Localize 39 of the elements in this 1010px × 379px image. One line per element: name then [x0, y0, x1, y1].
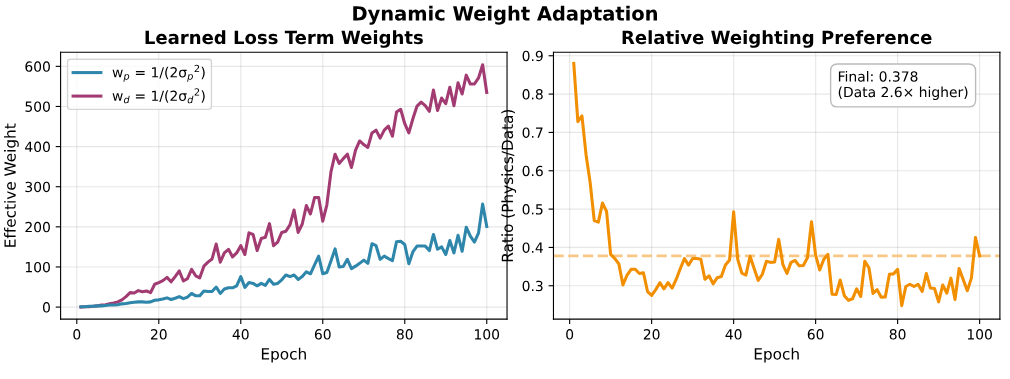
x-tick-label: 20 — [150, 329, 167, 340]
line-series — [79, 202, 489, 309]
y-tick-label: 200 — [25, 221, 50, 233]
x-tick-label: 0 — [566, 329, 574, 340]
y-tick-label: 0 — [42, 302, 50, 313]
y-tick-label: 300 — [25, 181, 50, 193]
y-tick-label: 0.5 — [522, 204, 543, 215]
text: Dynamic Weight Adaptation — [353, 5, 657, 25]
x-tick-label: 80 — [889, 329, 906, 340]
y-axis-title: Effective Weight — [4, 123, 19, 247]
chart-title: Learned Loss Term Weights — [145, 30, 423, 48]
x-tick-label: 40 — [725, 329, 742, 340]
y-tick-label: 0.7 — [522, 127, 543, 138]
legend-label: w$_{d}$ = 1/(2σ$_{d}$$^{2}$) — [112, 88, 205, 104]
y-tick-label: 0.3 — [522, 280, 543, 292]
y-axis-title: Ratio (Physics/Data) — [501, 109, 517, 262]
legend-label: w$_{p}$ = 1/(2σ$_{p}$$^{2}$) — [112, 64, 205, 82]
line-series — [79, 63, 489, 309]
y-tick-label: 100 — [25, 261, 50, 273]
y-tick-label: 0.4 — [522, 242, 543, 253]
x-tick-label: 20 — [643, 329, 660, 340]
x-axis-title: Epoch — [754, 347, 799, 363]
y-tick-label: 0.8 — [522, 89, 543, 100]
x-tick-label: 100 — [475, 329, 500, 340]
y-tick-label: 500 — [25, 101, 50, 112]
x-axis-title: Epoch — [261, 347, 306, 363]
y-tick-label: 0.6 — [522, 165, 543, 177]
x-tick-label: 60 — [807, 329, 824, 340]
y-tick-label: 400 — [25, 141, 50, 153]
chart-title: Relative Weighting Preference — [622, 30, 932, 48]
annotation: Final: 0.378 (Data 2.6× higher) — [838, 70, 968, 100]
x-tick-label: 0 — [73, 329, 81, 340]
y-tick-label: 600 — [25, 61, 50, 72]
x-tick-label: 60 — [314, 329, 331, 340]
x-tick-label: 100 — [967, 329, 992, 340]
x-tick-label: 80 — [396, 329, 413, 340]
line-series — [572, 61, 982, 308]
x-tick-label: 40 — [232, 329, 249, 340]
y-tick-label: 0.9 — [522, 50, 543, 62]
